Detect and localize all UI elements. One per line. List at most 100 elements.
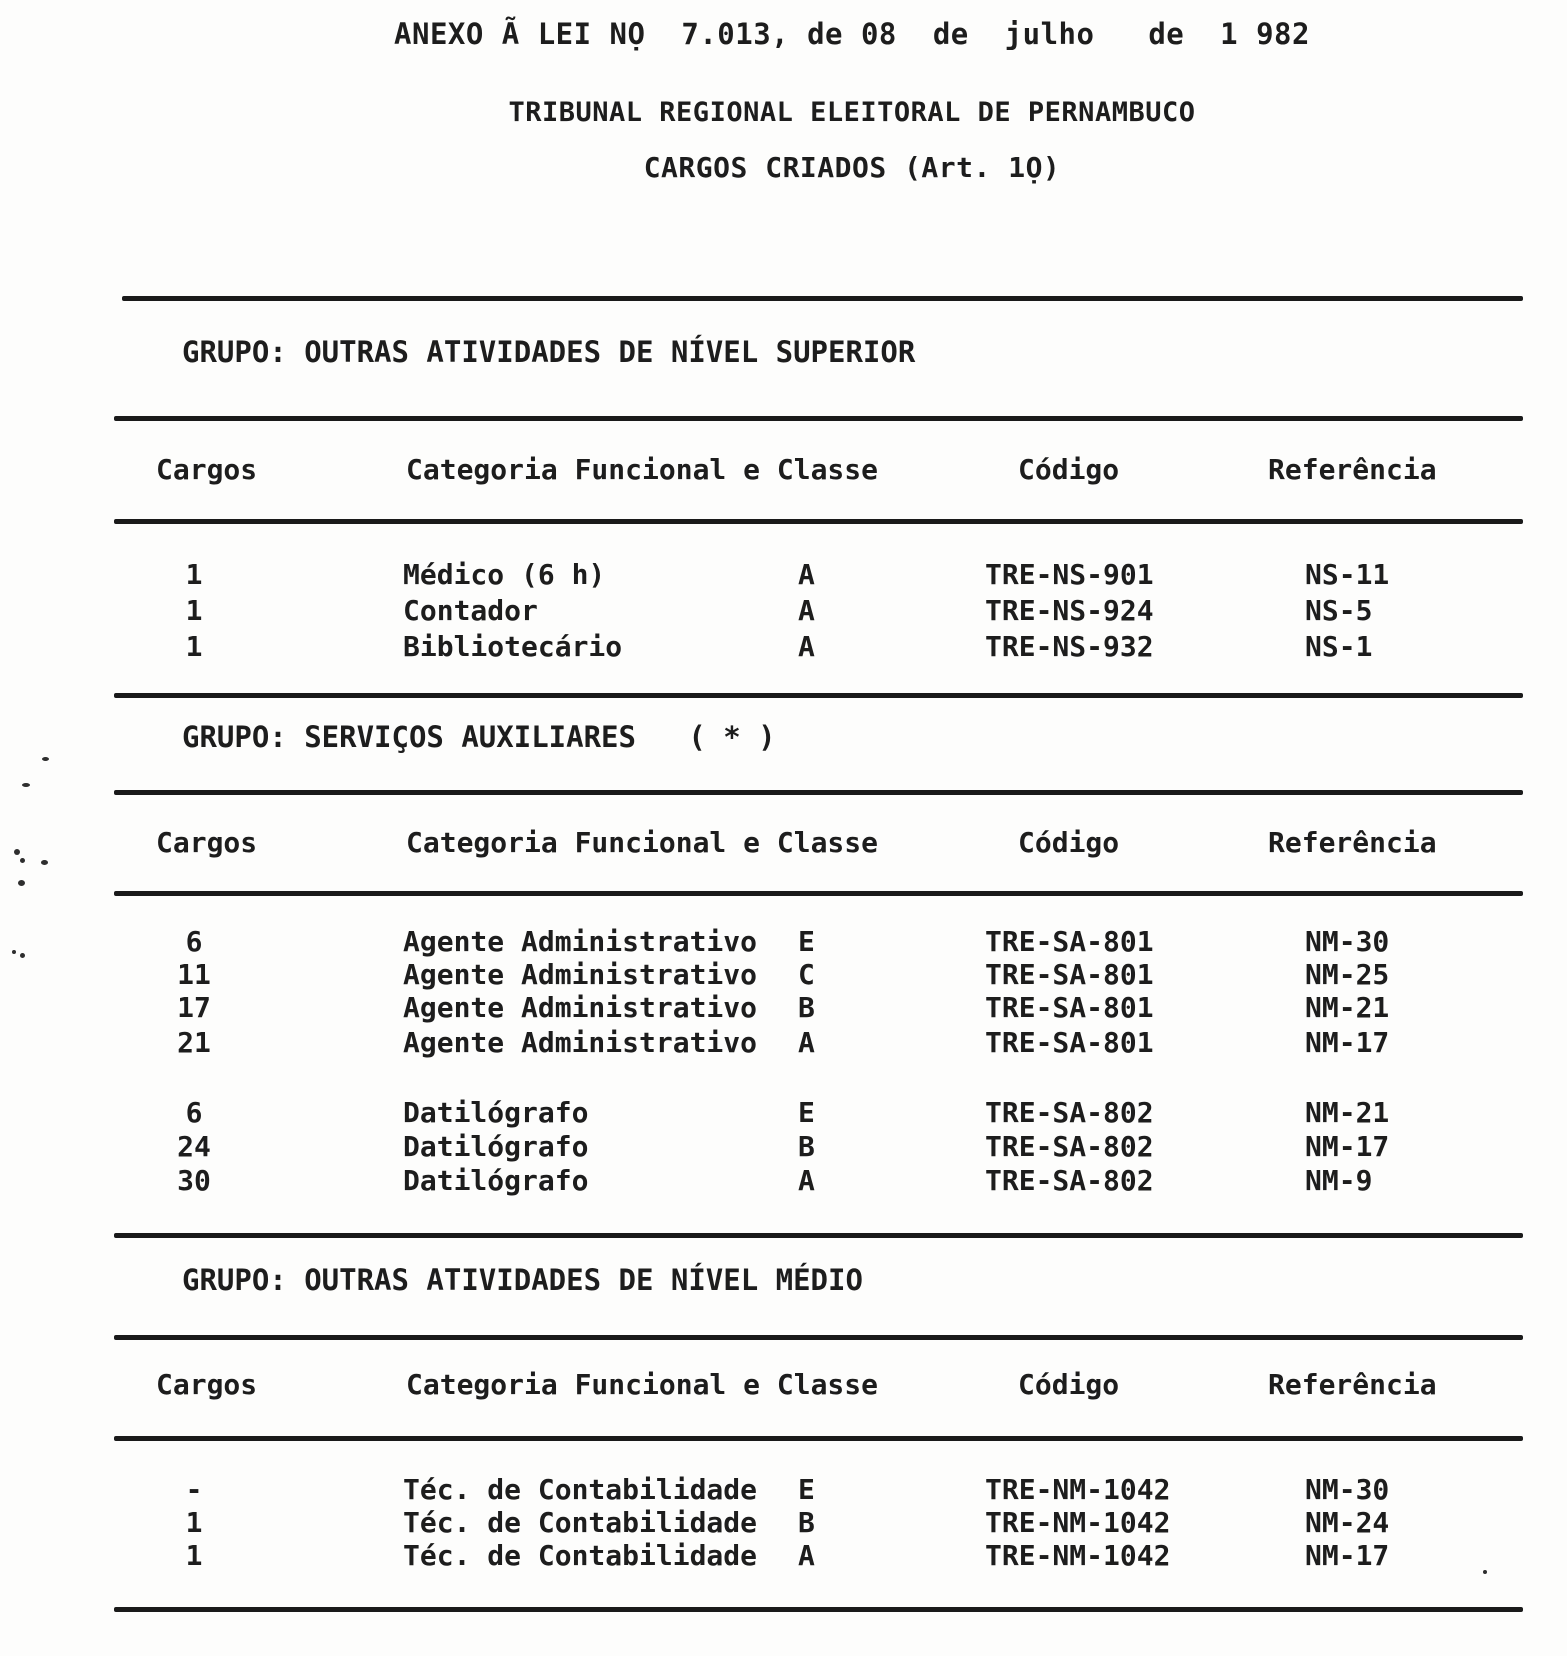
codigo-value: TRE-SA-802 — [985, 1130, 1154, 1163]
referencia-value: NS-11 — [1305, 558, 1390, 591]
categoria-value: Téc. de Contabilidade — [403, 1473, 758, 1506]
classe-value: B — [798, 1506, 815, 1539]
cargos-value: 6 — [185, 1096, 203, 1129]
classe-value: E — [798, 1473, 815, 1506]
categoria-value: Téc. de Contabilidade — [403, 1506, 758, 1539]
table-header-row: Cargos Categoria Funcional e Classe Códi… — [0, 453, 1567, 489]
table-row: 21 Agente Administrativo A TRE-SA-801 NM… — [0, 1026, 1567, 1060]
horizontal-rule — [114, 1436, 1523, 1441]
codigo-value: TRE-NS-924 — [985, 594, 1154, 627]
referencia-value: NM-9 — [1305, 1164, 1373, 1197]
table-header-row: Cargos Categoria Funcional e Classe Códi… — [0, 1368, 1567, 1404]
column-header-referencia: Referência — [1268, 453, 1437, 486]
categoria-value: Bibliotecário — [403, 630, 623, 663]
horizontal-rule — [114, 693, 1523, 698]
horizontal-rule — [114, 1607, 1523, 1612]
table-row: 17 Agente Administrativo B TRE-SA-801 NM… — [0, 991, 1567, 1025]
table-row: - Téc. de Contabilidade E TRE-NM-1042 NM… — [0, 1473, 1567, 1507]
categoria-value: Agente Administrativo — [403, 925, 758, 958]
referencia-value: NM-17 — [1305, 1539, 1390, 1572]
horizontal-rule — [114, 1233, 1523, 1238]
codigo-value: TRE-NS-932 — [985, 630, 1154, 663]
codigo-value: TRE-SA-801 — [985, 991, 1154, 1024]
column-header-codigo: Código — [1018, 826, 1120, 859]
codigo-value: TRE-NM-1042 — [985, 1473, 1171, 1506]
categoria-value: Datilógrafo — [403, 1130, 589, 1163]
table-row: 11 Agente Administrativo C TRE-SA-801 NM… — [0, 958, 1567, 992]
table-row: 6 Datilógrafo E TRE-SA-802 NM-21 — [0, 1096, 1567, 1130]
classe-value: A — [798, 630, 815, 663]
table-row: 1 Contador A TRE-NS-924 NS-5 — [0, 594, 1567, 628]
table-row: 1 Téc. de Contabilidade B TRE-NM-1042 NM… — [0, 1506, 1567, 1540]
group-title: GRUPO: OUTRAS ATIVIDADES DE NÍVEL SUPERI… — [182, 335, 916, 369]
table-row: 1 Téc. de Contabilidade A TRE-NM-1042 NM… — [0, 1539, 1567, 1573]
scan-speck — [12, 950, 16, 954]
org-title: TRIBUNAL REGIONAL ELEITORAL DE PERNAMBUC… — [508, 97, 1196, 128]
column-header-cargos: Cargos — [156, 1368, 258, 1401]
codigo-value: TRE-NM-1042 — [985, 1539, 1171, 1572]
scan-speck — [1483, 1570, 1487, 1574]
classe-value: A — [798, 1539, 815, 1572]
categoria-value: Agente Administrativo — [403, 958, 758, 991]
categoria-value: Téc. de Contabilidade — [403, 1539, 758, 1572]
codigo-value: TRE-NM-1042 — [985, 1506, 1171, 1539]
horizontal-rule — [114, 1335, 1523, 1340]
referencia-value: NS-5 — [1305, 594, 1373, 627]
referencia-value: NS-1 — [1305, 630, 1373, 663]
scan-speck — [18, 880, 25, 886]
document-subtitle: CARGOS CRIADOS (Art. 1Ọ) — [643, 151, 1061, 184]
codigo-value: TRE-SA-802 — [985, 1164, 1154, 1197]
codigo-value: TRE-SA-802 — [985, 1096, 1154, 1129]
table-row: 6 Agente Administrativo E TRE-SA-801 NM-… — [0, 925, 1567, 959]
scan-speck — [42, 757, 49, 761]
column-header-codigo: Código — [1018, 453, 1120, 486]
column-header-referencia: Referência — [1268, 826, 1437, 859]
referencia-value: NM-24 — [1305, 1506, 1390, 1539]
referencia-value: NM-30 — [1305, 1473, 1390, 1506]
scan-speck — [41, 860, 48, 865]
table-row: 1 Médico (6 h) A TRE-NS-901 NS-11 — [0, 558, 1567, 592]
column-header-codigo: Código — [1018, 1368, 1120, 1401]
column-header-categoria: Categoria Funcional e Classe — [406, 453, 879, 486]
cargos-value: - — [185, 1473, 203, 1506]
scan-speck — [14, 849, 20, 855]
cargos-value: 30 — [177, 1164, 211, 1197]
column-header-cargos: Cargos — [156, 826, 258, 859]
group-title: GRUPO: SERVIÇOS AUXILIARES ( * ) — [182, 720, 776, 754]
referencia-value: NM-21 — [1305, 1096, 1390, 1129]
referencia-value: NM-30 — [1305, 925, 1390, 958]
scan-speck — [20, 858, 25, 863]
cargos-value: 11 — [177, 958, 211, 991]
cargos-value: 6 — [185, 925, 203, 958]
categoria-value: Contador — [403, 594, 538, 627]
codigo-value: TRE-SA-801 — [985, 1026, 1154, 1059]
referencia-value: NM-17 — [1305, 1130, 1390, 1163]
horizontal-rule — [122, 296, 1523, 301]
horizontal-rule — [114, 891, 1523, 896]
scan-speck — [22, 783, 30, 787]
classe-value: A — [798, 1026, 815, 1059]
codigo-value: TRE-SA-801 — [985, 925, 1154, 958]
classe-value: B — [798, 991, 815, 1024]
column-header-categoria: Categoria Funcional e Classe — [406, 1368, 879, 1401]
table-row: 24 Datilógrafo B TRE-SA-802 NM-17 — [0, 1130, 1567, 1164]
horizontal-rule — [114, 519, 1523, 524]
cargos-value: 1 — [185, 1506, 203, 1539]
cargos-value: 21 — [177, 1026, 211, 1059]
column-header-referencia: Referência — [1268, 1368, 1437, 1401]
column-header-categoria: Categoria Funcional e Classe — [406, 826, 879, 859]
classe-value: A — [798, 1164, 815, 1197]
column-header-cargos: Cargos — [156, 453, 258, 486]
categoria-value: Datilógrafo — [403, 1164, 589, 1197]
cargos-value: 1 — [185, 1539, 203, 1572]
classe-value: B — [798, 1130, 815, 1163]
table-header-row: Cargos Categoria Funcional e Classe Códi… — [0, 826, 1567, 862]
classe-value: C — [798, 958, 815, 991]
table-row: 1 Bibliotecário A TRE-NS-932 NS-1 — [0, 630, 1567, 664]
cargos-value: 1 — [185, 594, 203, 627]
classe-value: E — [798, 925, 815, 958]
referencia-value: NM-21 — [1305, 991, 1390, 1024]
referencia-value: NM-25 — [1305, 958, 1390, 991]
classe-value: E — [798, 1096, 815, 1129]
